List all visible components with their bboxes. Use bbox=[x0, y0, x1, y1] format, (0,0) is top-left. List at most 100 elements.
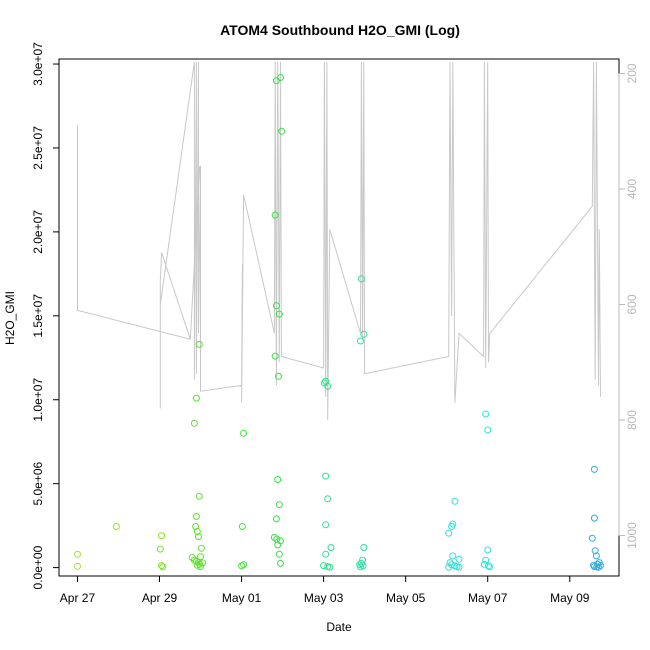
data-point bbox=[277, 74, 284, 81]
data-point bbox=[322, 472, 330, 480]
data-point bbox=[274, 541, 282, 549]
data-point bbox=[271, 352, 279, 360]
data-point bbox=[195, 340, 203, 348]
data-point bbox=[158, 532, 166, 540]
data-point bbox=[159, 563, 167, 571]
x-tick-label: May 09 bbox=[550, 591, 590, 605]
data-point bbox=[192, 523, 200, 530]
data-point bbox=[591, 547, 599, 555]
data-point bbox=[357, 275, 365, 283]
data-point bbox=[590, 514, 598, 522]
y-axis-label: H2O_GMI bbox=[3, 291, 17, 345]
data-point bbox=[158, 562, 166, 570]
y-tick-label: 1.0e+07 bbox=[31, 378, 45, 422]
data-point bbox=[480, 560, 488, 568]
data-point bbox=[588, 534, 596, 542]
data-point bbox=[112, 523, 120, 530]
x-tick-label: May 07 bbox=[468, 591, 508, 605]
data-point bbox=[327, 544, 335, 551]
data-point bbox=[455, 555, 463, 563]
data-point bbox=[595, 563, 602, 571]
y-tick-label: 2.5e+07 bbox=[31, 126, 45, 170]
x-tick-label: May 03 bbox=[304, 591, 344, 605]
data-point bbox=[74, 562, 81, 570]
data-point bbox=[272, 515, 280, 523]
data-point bbox=[357, 563, 364, 571]
x-axis-label: Date bbox=[326, 620, 352, 634]
data-point bbox=[486, 563, 494, 571]
data-point bbox=[192, 512, 200, 520]
chart-title: ATOM4 Southbound H2O_GMI (Log) bbox=[220, 22, 460, 38]
data-point bbox=[193, 528, 201, 535]
data-point bbox=[482, 556, 490, 564]
data-point bbox=[197, 544, 205, 552]
data-point bbox=[322, 550, 330, 558]
data-point bbox=[445, 529, 453, 537]
data-point bbox=[240, 429, 248, 437]
right-axis: 200 400 600 800 1000 bbox=[618, 63, 639, 549]
data-point bbox=[156, 545, 164, 553]
x-tick-label: May 05 bbox=[386, 591, 426, 605]
data-point bbox=[360, 330, 368, 338]
data-point bbox=[197, 553, 204, 561]
data-point bbox=[195, 533, 202, 541]
y-tick-label: 2.0e+07 bbox=[31, 210, 45, 254]
right-tick-label: 1000 bbox=[625, 522, 639, 549]
data-point bbox=[275, 372, 282, 380]
data-point bbox=[320, 379, 328, 387]
data-point bbox=[192, 394, 200, 402]
data-point bbox=[272, 302, 280, 310]
data-point bbox=[448, 523, 456, 530]
data-point bbox=[193, 561, 201, 569]
data-point bbox=[190, 419, 198, 427]
data-point bbox=[274, 476, 282, 483]
data-point bbox=[357, 337, 364, 345]
data-point bbox=[449, 552, 457, 560]
data-point bbox=[240, 561, 248, 569]
data-point bbox=[482, 410, 490, 418]
data-point bbox=[592, 552, 600, 560]
data-point bbox=[590, 465, 598, 473]
y-axis: 0.0e+00 5.0e+06 1.0e+07 1.5e+07 2.0e+07 2.5e+… bbox=[31, 42, 60, 589]
data-point bbox=[455, 563, 463, 571]
data-point bbox=[275, 550, 283, 558]
data-point bbox=[451, 497, 459, 505]
data-point bbox=[445, 563, 453, 571]
y-tick-label: 0.0e+00 bbox=[31, 545, 45, 589]
data-point bbox=[590, 563, 598, 571]
data-point bbox=[320, 562, 328, 570]
data-point bbox=[277, 559, 284, 567]
pressure-track bbox=[77, 61, 601, 421]
x-tick-label: Apr 29 bbox=[142, 591, 178, 605]
data-point bbox=[272, 77, 280, 85]
y-tick-label: 3.0e+07 bbox=[31, 42, 45, 86]
data-point bbox=[271, 211, 279, 219]
x-tick-label: May 01 bbox=[222, 591, 262, 605]
data-point bbox=[485, 562, 492, 570]
data-point bbox=[238, 562, 246, 570]
data-point bbox=[484, 546, 492, 554]
y-tick-label: 5.0e+06 bbox=[31, 462, 45, 506]
right-tick-label: 600 bbox=[625, 294, 639, 314]
data-point bbox=[484, 426, 492, 434]
right-tick-label: 200 bbox=[625, 63, 639, 83]
data-point bbox=[195, 492, 203, 500]
right-tick-label: 400 bbox=[625, 179, 639, 199]
y-tick-label: 1.5e+07 bbox=[31, 294, 45, 338]
x-axis: Apr 27 Apr 29 May 01 May 03 May 05 May 07 May … bbox=[60, 575, 590, 605]
pressure-track-line bbox=[77, 61, 601, 421]
data-point bbox=[238, 523, 246, 530]
data-point bbox=[275, 501, 283, 509]
data-point bbox=[322, 521, 330, 529]
data-point bbox=[275, 310, 283, 318]
data-points bbox=[74, 74, 604, 571]
data-point bbox=[74, 550, 81, 558]
data-point bbox=[197, 563, 204, 571]
data-point bbox=[324, 382, 332, 390]
data-point bbox=[360, 544, 368, 551]
right-tick-label: 800 bbox=[625, 410, 639, 430]
data-point bbox=[326, 563, 334, 571]
plot-frame bbox=[58, 58, 620, 577]
